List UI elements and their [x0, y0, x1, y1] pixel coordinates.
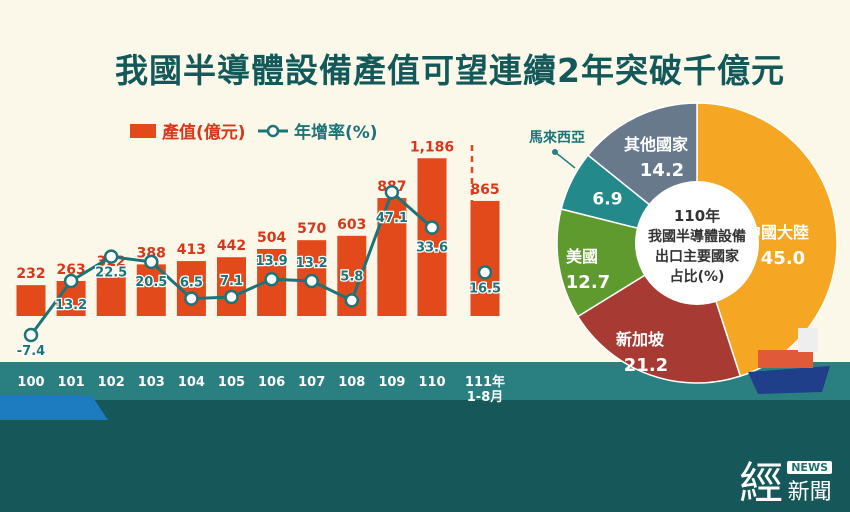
pie-slice-label: 馬來西亞	[529, 129, 585, 146]
growth-value-label: 13.2	[55, 298, 87, 313]
growth-point	[264, 271, 279, 287]
pie-center-title: 110年	[674, 207, 720, 225]
pie-slice-label: 中國大陸	[745, 223, 809, 242]
bar	[136, 264, 166, 316]
x-tick-label: 104	[178, 375, 205, 390]
pie-center-title: 出口主要國家	[655, 248, 740, 265]
pie-value-label: 21.2	[624, 355, 668, 376]
bar	[417, 158, 447, 316]
blue-strip	[0, 396, 108, 420]
x-tick-label: 108	[338, 375, 365, 390]
bar-value-label: 603	[337, 217, 366, 233]
pie-value-label: 45.0	[761, 248, 805, 269]
x-tick-label: 106	[258, 375, 285, 390]
ship-hull-icon	[748, 366, 830, 394]
growth-value-label: 20.5	[135, 275, 167, 290]
bar-value-label: 388	[137, 245, 166, 261]
bar-value-label: 442	[217, 238, 246, 254]
bar-value-label: 413	[177, 242, 206, 258]
bar-value-label: 570	[297, 221, 326, 237]
growth-value-label: 6.5	[180, 276, 203, 291]
growth-value-label: 13.2	[296, 256, 328, 271]
bar-value-label: 1,186	[410, 139, 454, 155]
growth-point	[63, 273, 79, 289]
pie-center	[635, 181, 759, 305]
x-tick-label: 111年	[465, 374, 505, 390]
pie-value-label: 6.9	[592, 189, 622, 209]
growth-point	[23, 327, 39, 343]
bar-legend-swatch	[130, 123, 156, 138]
logo-tag: NEWS	[787, 461, 832, 474]
growth-point	[224, 289, 239, 305]
bar-value-label: 263	[56, 262, 85, 278]
pie-value-label: 14.2	[640, 160, 684, 181]
growth-point	[103, 249, 119, 264]
growth-value-label: 7.1	[220, 274, 243, 289]
leader-line	[554, 151, 576, 169]
growth-value-label: 47.1	[376, 211, 408, 226]
growth-point	[304, 273, 319, 289]
ship-containers-icon	[758, 350, 813, 368]
growth-value-label: -7.4	[17, 344, 45, 359]
ship-bridge-icon	[798, 328, 818, 352]
news-logo: 經 NEWS 新聞	[739, 461, 832, 506]
bar-value-label: 504	[257, 230, 286, 246]
growth-point	[344, 293, 360, 308]
pie-center-title: 我國半導體設備	[648, 228, 746, 245]
x-tick-label: 107	[298, 375, 325, 390]
logo-sub: 新聞	[787, 480, 832, 505]
bar	[16, 285, 46, 316]
growth-value-label: 13.9	[256, 254, 288, 269]
bar	[96, 273, 126, 316]
pie-slice-label: 新加坡	[616, 330, 665, 349]
x-tick-label: 105	[218, 375, 245, 390]
legend-line: 年增率(%)	[258, 118, 378, 143]
pie-value-label: 12.7	[566, 272, 610, 293]
footer-band	[0, 400, 850, 512]
x-tick-label: 1-8月	[467, 390, 504, 405]
x-tick-label: 109	[378, 375, 405, 390]
growth-point	[384, 184, 400, 200]
bar-value-label: 865	[470, 182, 499, 198]
growth-value-label: 5.8	[340, 269, 363, 284]
x-tick-label: 103	[138, 375, 165, 390]
growth-point	[424, 220, 440, 235]
pie-slice-label: 美國	[566, 247, 598, 266]
growth-point	[144, 254, 159, 270]
pie-center-title: 占比(%)	[670, 268, 725, 285]
growth-point	[184, 291, 199, 306]
line-legend-swatch	[258, 124, 288, 137]
x-tick-label: 110	[418, 375, 445, 390]
x-tick-label: 102	[98, 375, 125, 390]
x-tick-label: 100	[17, 375, 44, 390]
legend-line-label: 年增率(%)	[294, 123, 378, 143]
growth-value-label: 16.5	[469, 281, 501, 296]
growth-value-label: 33.6	[416, 241, 448, 256]
x-tick-label: 101	[58, 375, 85, 390]
growth-point	[477, 265, 493, 280]
bar	[217, 257, 246, 316]
bar	[470, 200, 500, 316]
bar-value-label: 232	[16, 266, 45, 282]
leader-dot	[552, 149, 558, 155]
pie-slice-label: 其他國家	[624, 135, 689, 154]
growth-value-label: 22.5	[95, 266, 127, 281]
logo-main: 經	[739, 458, 784, 509]
legend-bar: 產值(億元)	[130, 118, 246, 143]
legend-bar-label: 產值(億元)	[162, 123, 246, 143]
page-title: 我國半導體設備產值可望連續2年突破千億元	[115, 51, 785, 90]
